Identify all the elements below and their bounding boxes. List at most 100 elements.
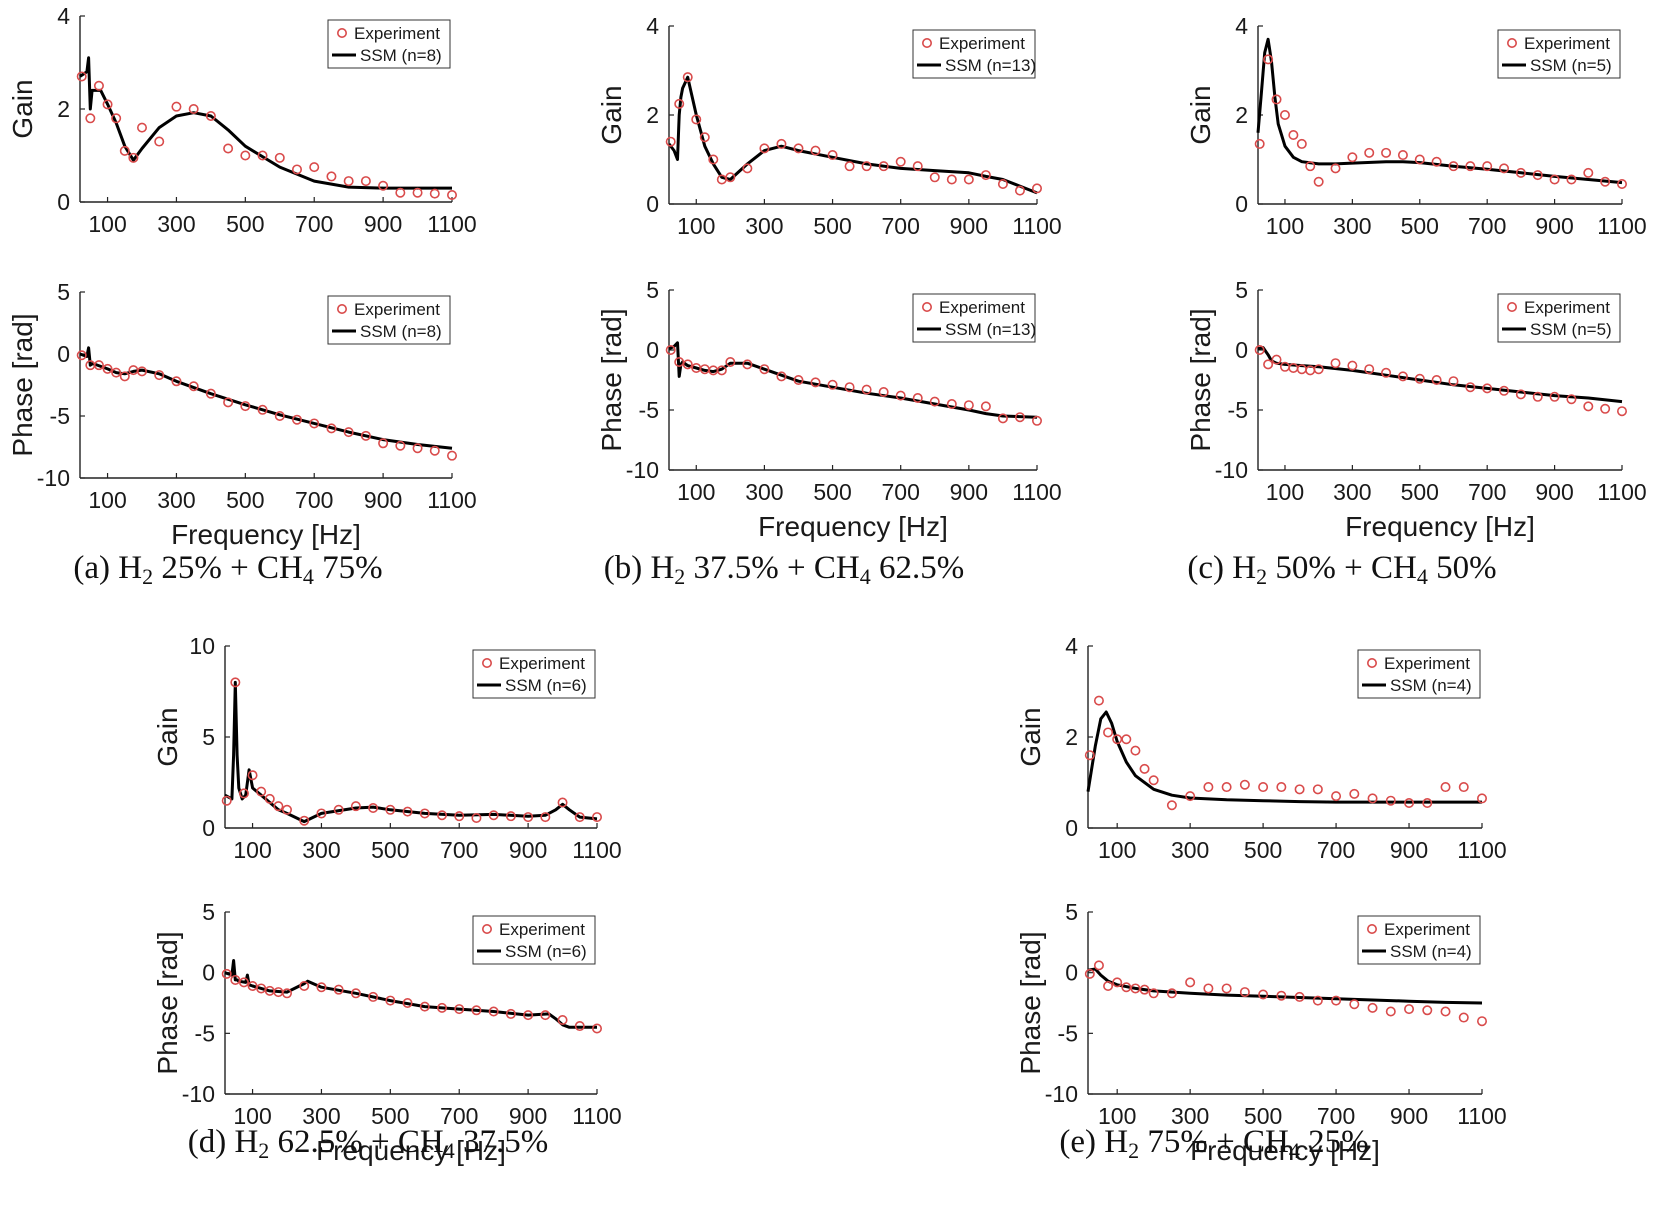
caption-subscript: 4 xyxy=(1289,1138,1300,1163)
y-tick-label: 4 xyxy=(57,3,70,29)
experiment-point xyxy=(929,396,940,407)
x-tick-label: 700 xyxy=(882,479,920,505)
figure-caption-c: (c) H2 50% + CH4 50% xyxy=(1187,550,1496,589)
figure-caption-d: (d) H2 62.5% + CH4 37.5% xyxy=(188,1124,549,1163)
experiment-point xyxy=(1347,152,1358,163)
experiment-point xyxy=(454,811,465,822)
caption-text: 25% xyxy=(1300,1124,1369,1160)
experiment-point xyxy=(316,808,327,819)
caption-text: (a) H xyxy=(73,550,142,586)
experiment-point xyxy=(1549,174,1560,185)
x-tick-label: 1100 xyxy=(572,837,621,863)
experiment-point xyxy=(412,443,423,454)
y-tick-label: 2 xyxy=(57,96,70,122)
caption-subscript: 4 xyxy=(1417,564,1428,589)
experiment-point xyxy=(299,981,310,992)
experiment-point xyxy=(810,377,821,388)
experiment-point xyxy=(230,677,241,688)
caption-subscript: 2 xyxy=(674,564,685,589)
x-tick-label: 300 xyxy=(745,479,783,505)
experiment-point xyxy=(895,156,906,167)
experiment-point xyxy=(1103,727,1114,738)
model-series-line xyxy=(224,680,598,824)
chart-panel-e-gain: 100 300 500 700 900 1100 0 2 4 Gain Experiment SSM … xyxy=(1015,633,1507,863)
x-tick-label: 100 xyxy=(233,1103,271,1129)
x-tick-label: 100 xyxy=(677,479,715,505)
experiment-point xyxy=(93,80,104,91)
caption-subscript: 4 xyxy=(860,564,871,589)
chart-panel-a-gain: 100 300 500 700 900 1100 0 2 4 Gain Experiment SSM … xyxy=(7,3,477,237)
x-tick-label: 500 xyxy=(813,213,851,239)
experiment-point xyxy=(1367,793,1378,804)
experiment-point xyxy=(1364,147,1375,158)
experiment-point xyxy=(1239,987,1250,998)
experiment-point xyxy=(154,370,165,381)
experiment-point xyxy=(1221,983,1232,994)
experiment-point xyxy=(395,187,406,198)
x-tick-label: 900 xyxy=(364,211,402,237)
x-tick-label: 1100 xyxy=(1597,479,1646,505)
legend-model-label: SSM (n=13) xyxy=(945,56,1036,75)
y-tick-label: 5 xyxy=(646,277,659,303)
experiment-point xyxy=(1254,138,1265,149)
experiment-point xyxy=(205,110,216,121)
x-tick-label: 300 xyxy=(157,487,195,513)
experiment-point xyxy=(963,174,974,185)
experiment-point xyxy=(1112,977,1123,988)
experiment-point xyxy=(1477,793,1488,804)
x-tick-label: 500 xyxy=(1244,1103,1282,1129)
legend-model-label: SSM (n=4) xyxy=(1390,676,1472,695)
x-tick-label: 700 xyxy=(295,487,333,513)
model-series-line xyxy=(1256,37,1623,185)
experiment-point xyxy=(1276,782,1287,793)
experiment-point xyxy=(264,793,275,804)
experiment-point xyxy=(1221,782,1232,793)
model-series-line xyxy=(1087,967,1483,1005)
x-tick-label: 100 xyxy=(88,487,126,513)
experiment-point xyxy=(1203,782,1214,793)
legend-model-label: SSM (n=13) xyxy=(945,320,1036,339)
experiment-point xyxy=(674,98,685,109)
x-tick-label: 700 xyxy=(1317,837,1355,863)
x-tick-label: 700 xyxy=(440,837,478,863)
experiment-point xyxy=(574,1021,585,1032)
experiment-point xyxy=(333,804,344,815)
x-axis-title: Frequency [Hz] xyxy=(758,511,948,542)
experiment-point xyxy=(111,367,122,378)
x-tick-label: 300 xyxy=(1333,479,1371,505)
x-tick-label: 900 xyxy=(950,213,988,239)
experiment-point xyxy=(1385,795,1396,806)
experiment-point xyxy=(574,812,585,823)
x-tick-label: 900 xyxy=(1535,213,1573,239)
caption-text: 50% + CH xyxy=(1267,550,1417,586)
experiment-point xyxy=(205,388,216,399)
experiment-point xyxy=(1431,374,1442,385)
experiment-point xyxy=(102,363,113,374)
experiment-point xyxy=(238,977,249,988)
experiment-point xyxy=(1431,156,1442,167)
experiment-point xyxy=(1014,185,1025,196)
x-tick-label: 1100 xyxy=(1457,837,1506,863)
y-axis-title: Phase [rad] xyxy=(1185,308,1216,451)
experiment-point xyxy=(1499,163,1510,174)
experiment-point xyxy=(682,359,693,370)
experiment-point xyxy=(725,172,736,183)
experiment-point xyxy=(929,172,940,183)
experiment-point xyxy=(1185,977,1196,988)
experiment-point xyxy=(1397,150,1408,161)
experiment-point xyxy=(1185,791,1196,802)
legend-experiment-marker xyxy=(921,37,932,48)
experiment-point xyxy=(1458,782,1469,793)
x-tick-label: 1100 xyxy=(1457,1103,1506,1129)
experiment-point xyxy=(454,1004,465,1015)
experiment-point xyxy=(665,344,676,355)
experiment-point xyxy=(471,812,482,823)
experiment-point xyxy=(436,1002,447,1013)
experiment-point xyxy=(1583,401,1594,412)
y-tick-label: 4 xyxy=(1235,13,1248,39)
experiment-point xyxy=(1515,389,1526,400)
experiment-point xyxy=(665,136,676,147)
y-tick-label: -5 xyxy=(1228,397,1248,423)
legend-box xyxy=(1497,293,1621,343)
legend-experiment-label: Experiment xyxy=(1524,298,1610,317)
